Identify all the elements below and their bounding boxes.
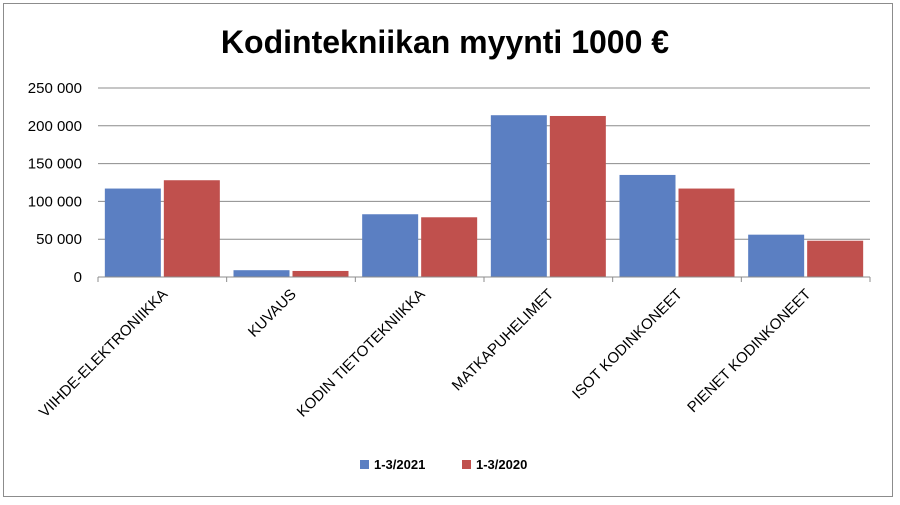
x-tick-label: PIENET KODINKONEET (684, 286, 814, 416)
bar-series-2 (163, 180, 220, 277)
y-axis-ticks: 0 50 000 100 000 150 000 200 000 250 000 (28, 80, 82, 286)
bar-series-1 (748, 234, 805, 277)
x-tick-label: KODIN TIETOTEKNIIKKA (294, 286, 429, 421)
y-tick-label: 0 (74, 269, 82, 286)
bars (104, 115, 864, 277)
x-tick-label: MATKAPUHELIMET (449, 286, 557, 394)
bar-series-2 (292, 270, 349, 277)
gridlines (98, 87, 870, 240)
bar-series-2 (807, 240, 864, 277)
legend-swatch (462, 460, 471, 469)
legend-label: 1-3/2021 (374, 457, 425, 472)
y-tick-label: 200 000 (28, 118, 82, 135)
x-tick-label: ISOT KODINKONEET (569, 286, 686, 403)
bar-series-1 (104, 188, 161, 277)
bar-series-2 (549, 115, 606, 277)
x-tick-label: KUVAUS (245, 286, 300, 341)
legend-label: 1-3/2020 (476, 457, 527, 472)
chart-title: Kodintekniikan myynti 1000 € (221, 24, 669, 60)
y-tick-label: 100 000 (28, 193, 82, 210)
y-tick-label: 250 000 (28, 80, 82, 97)
x-tick-label: VIIHDE-ELEKTRONIIKKA (36, 286, 171, 421)
legend-swatch (360, 460, 369, 469)
legend: 1-3/2021 1-3/2020 (360, 457, 527, 472)
y-tick-label: 150 000 (28, 156, 82, 173)
bar-series-2 (678, 188, 735, 277)
bar-series-1 (490, 115, 547, 277)
bar-series-1 (362, 214, 419, 277)
y-tick-label: 50 000 (36, 231, 82, 248)
bar-series-1 (233, 270, 290, 277)
x-axis (97, 276, 871, 282)
bar-series-1 (619, 174, 676, 277)
bar-series-2 (421, 217, 478, 277)
